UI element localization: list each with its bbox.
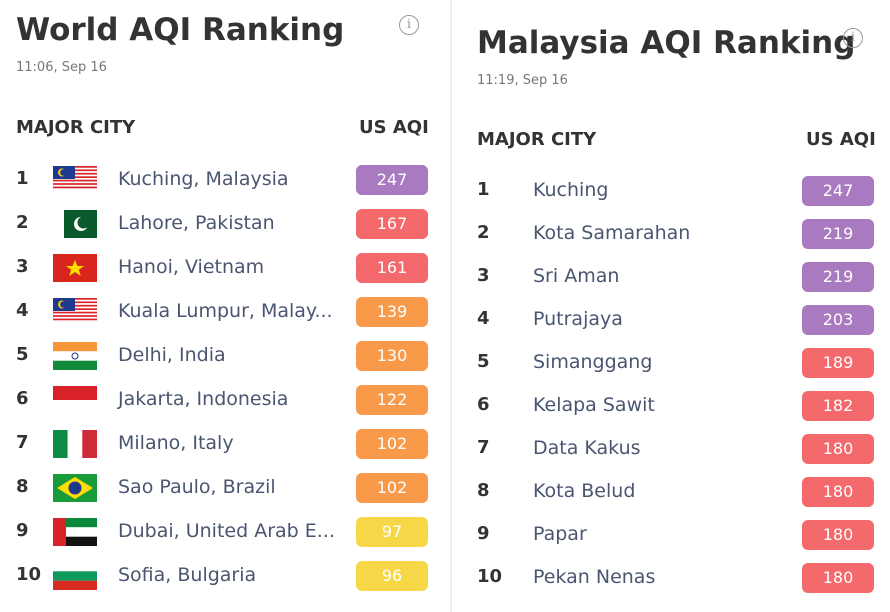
flag-icon: [53, 254, 97, 286]
aqi-badge: 180: [802, 434, 874, 464]
flag: [53, 298, 97, 322]
panel-title: World AQI Ranking: [16, 12, 345, 48]
rank: 10: [477, 566, 503, 587]
column-header: MAJOR CITY: [477, 129, 597, 150]
flag: [53, 430, 97, 458]
flag: [53, 342, 97, 370]
aqi-badge: 219: [802, 219, 874, 249]
flag: [53, 562, 97, 590]
rank: 6: [16, 388, 29, 409]
aqi-badge: 139: [356, 297, 428, 327]
rank: 4: [16, 300, 29, 321]
flag-icon: [53, 386, 97, 418]
flag-icon: [53, 166, 97, 198]
aqi-badge: 247: [802, 176, 874, 206]
aqi-badge: 180: [802, 477, 874, 507]
flag: [53, 166, 97, 190]
rank: 2: [477, 222, 490, 243]
divider: [450, 0, 452, 612]
aqi-badge: 203: [802, 305, 874, 335]
rank: 4: [477, 308, 490, 329]
flag-icon: [53, 210, 97, 242]
city-name: Hanoi, Vietnam: [118, 256, 265, 278]
aqi-badge: 96: [356, 561, 428, 591]
updated-time: 11:06, Sep 16: [16, 60, 107, 75]
city-name: Data Kakus: [533, 437, 641, 459]
rank: 8: [16, 476, 29, 497]
aqi-badge: 180: [802, 520, 874, 550]
aqi-badge: 161: [356, 253, 428, 283]
aqi-badge: 97: [356, 517, 428, 547]
city-name: Kuala Lumpur, Malay...: [118, 300, 333, 322]
city-name: Kota Samarahan: [533, 222, 691, 244]
rank: 3: [477, 265, 490, 286]
flag: [53, 474, 97, 502]
flag-icon: [53, 474, 97, 506]
rank: 5: [477, 351, 490, 372]
flag-icon: [53, 298, 97, 330]
flag: [53, 518, 97, 546]
rank: 3: [16, 256, 29, 277]
aqi-badge: 189: [802, 348, 874, 378]
panel-title: Malaysia AQI Ranking: [477, 25, 856, 61]
aqi-badge: 102: [356, 429, 428, 459]
flag-icon: [53, 562, 97, 594]
city-name: Simanggang: [533, 351, 653, 373]
city-name: Putrajaya: [533, 308, 623, 330]
aqi-badge: 122: [356, 385, 428, 415]
city-name: Kota Belud: [533, 480, 636, 502]
info-icon[interactable]: i: [843, 28, 863, 48]
aqi-badge: 130: [356, 341, 428, 371]
city-name: Sao Paulo, Brazil: [118, 476, 276, 498]
rank: 2: [16, 212, 29, 233]
flag: [53, 254, 97, 282]
rank: 7: [16, 432, 29, 453]
rank: 7: [477, 437, 490, 458]
aqi-badge: 247: [356, 165, 428, 195]
column-header: MAJOR CITY: [16, 117, 136, 138]
rank: 6: [477, 394, 490, 415]
aqi-badge: 102: [356, 473, 428, 503]
rank: 1: [16, 168, 29, 189]
city-name: Kuching: [533, 179, 609, 201]
city-name: Kuching, Malaysia: [118, 168, 289, 190]
flag-icon: [53, 518, 97, 550]
column-header: US AQI: [806, 129, 876, 150]
city-name: Lahore, Pakistan: [118, 212, 275, 234]
aqi-badge: 219: [802, 262, 874, 292]
flag-icon: [53, 342, 97, 374]
rank: 1: [477, 179, 490, 200]
column-header: US AQI: [359, 117, 429, 138]
city-name: Jakarta, Indonesia: [118, 388, 289, 410]
rank: 9: [16, 520, 29, 541]
aqi-badge: 182: [802, 391, 874, 421]
city-name: Sofia, Bulgaria: [118, 564, 257, 586]
flag-icon: [53, 430, 97, 462]
flag: [53, 386, 97, 414]
flag: [53, 210, 97, 238]
city-name: Sri Aman: [533, 265, 620, 287]
aqi-badge: 180: [802, 563, 874, 593]
city-name: Dubai, United Arab E...: [118, 520, 335, 542]
city-name: Kelapa Sawit: [533, 394, 655, 416]
rank: 9: [477, 523, 490, 544]
updated-time: 11:19, Sep 16: [477, 73, 568, 88]
info-icon[interactable]: i: [399, 15, 419, 35]
city-name: Pekan Nenas: [533, 566, 656, 588]
rank: 5: [16, 344, 29, 365]
city-name: Delhi, India: [118, 344, 226, 366]
rank: 8: [477, 480, 490, 501]
city-name: Papar: [533, 523, 587, 545]
aqi-badge: 167: [356, 209, 428, 239]
rank: 10: [16, 564, 42, 585]
city-name: Milano, Italy: [118, 432, 234, 454]
